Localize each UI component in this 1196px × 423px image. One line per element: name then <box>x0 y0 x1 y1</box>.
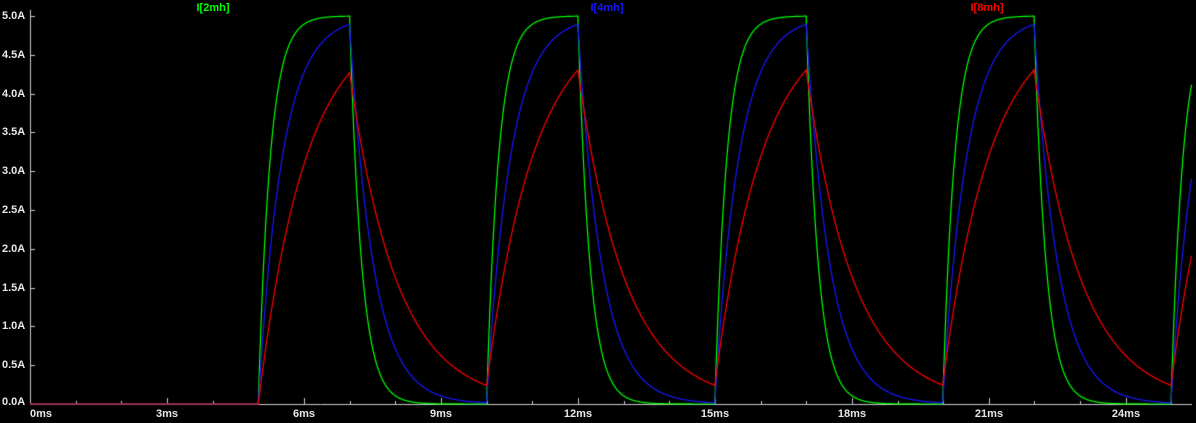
y-tick-label: 0.5A <box>2 359 26 371</box>
legend-label-i2mh[interactable]: I[2mh] <box>196 2 230 14</box>
y-tick-label: 1.0A <box>2 320 26 332</box>
y-tick-label: 4.0A <box>2 88 26 100</box>
x-tick-label: 15ms <box>700 408 730 420</box>
x-tick-label: 6ms <box>292 408 316 420</box>
y-tick-label: 2.5A <box>2 204 26 216</box>
y-tick-label: 4.5A <box>2 49 26 61</box>
y-tick-label: 2.0A <box>2 243 26 255</box>
y-tick-label: 1.5A <box>2 282 26 294</box>
x-tick-label: 18ms <box>837 408 867 420</box>
x-tick-label: 24ms <box>1111 408 1141 420</box>
x-tick-label: 3ms <box>155 408 179 420</box>
x-tick-label: 21ms <box>974 408 1004 420</box>
y-tick-label: 3.5A <box>2 126 26 138</box>
y-tick-label: 5.0A <box>2 10 26 22</box>
y-tick-label: 3.0A <box>2 165 26 177</box>
x-tick-label: 9ms <box>429 408 453 420</box>
legend-label-i4mh[interactable]: I[4mh] <box>590 2 624 14</box>
y-tick-label: 0.0A <box>2 396 26 408</box>
legend-label-i8mh[interactable]: I[8mh] <box>970 2 1004 14</box>
x-tick-label: 0ms <box>30 408 53 420</box>
x-tick-label: 12ms <box>563 408 593 420</box>
